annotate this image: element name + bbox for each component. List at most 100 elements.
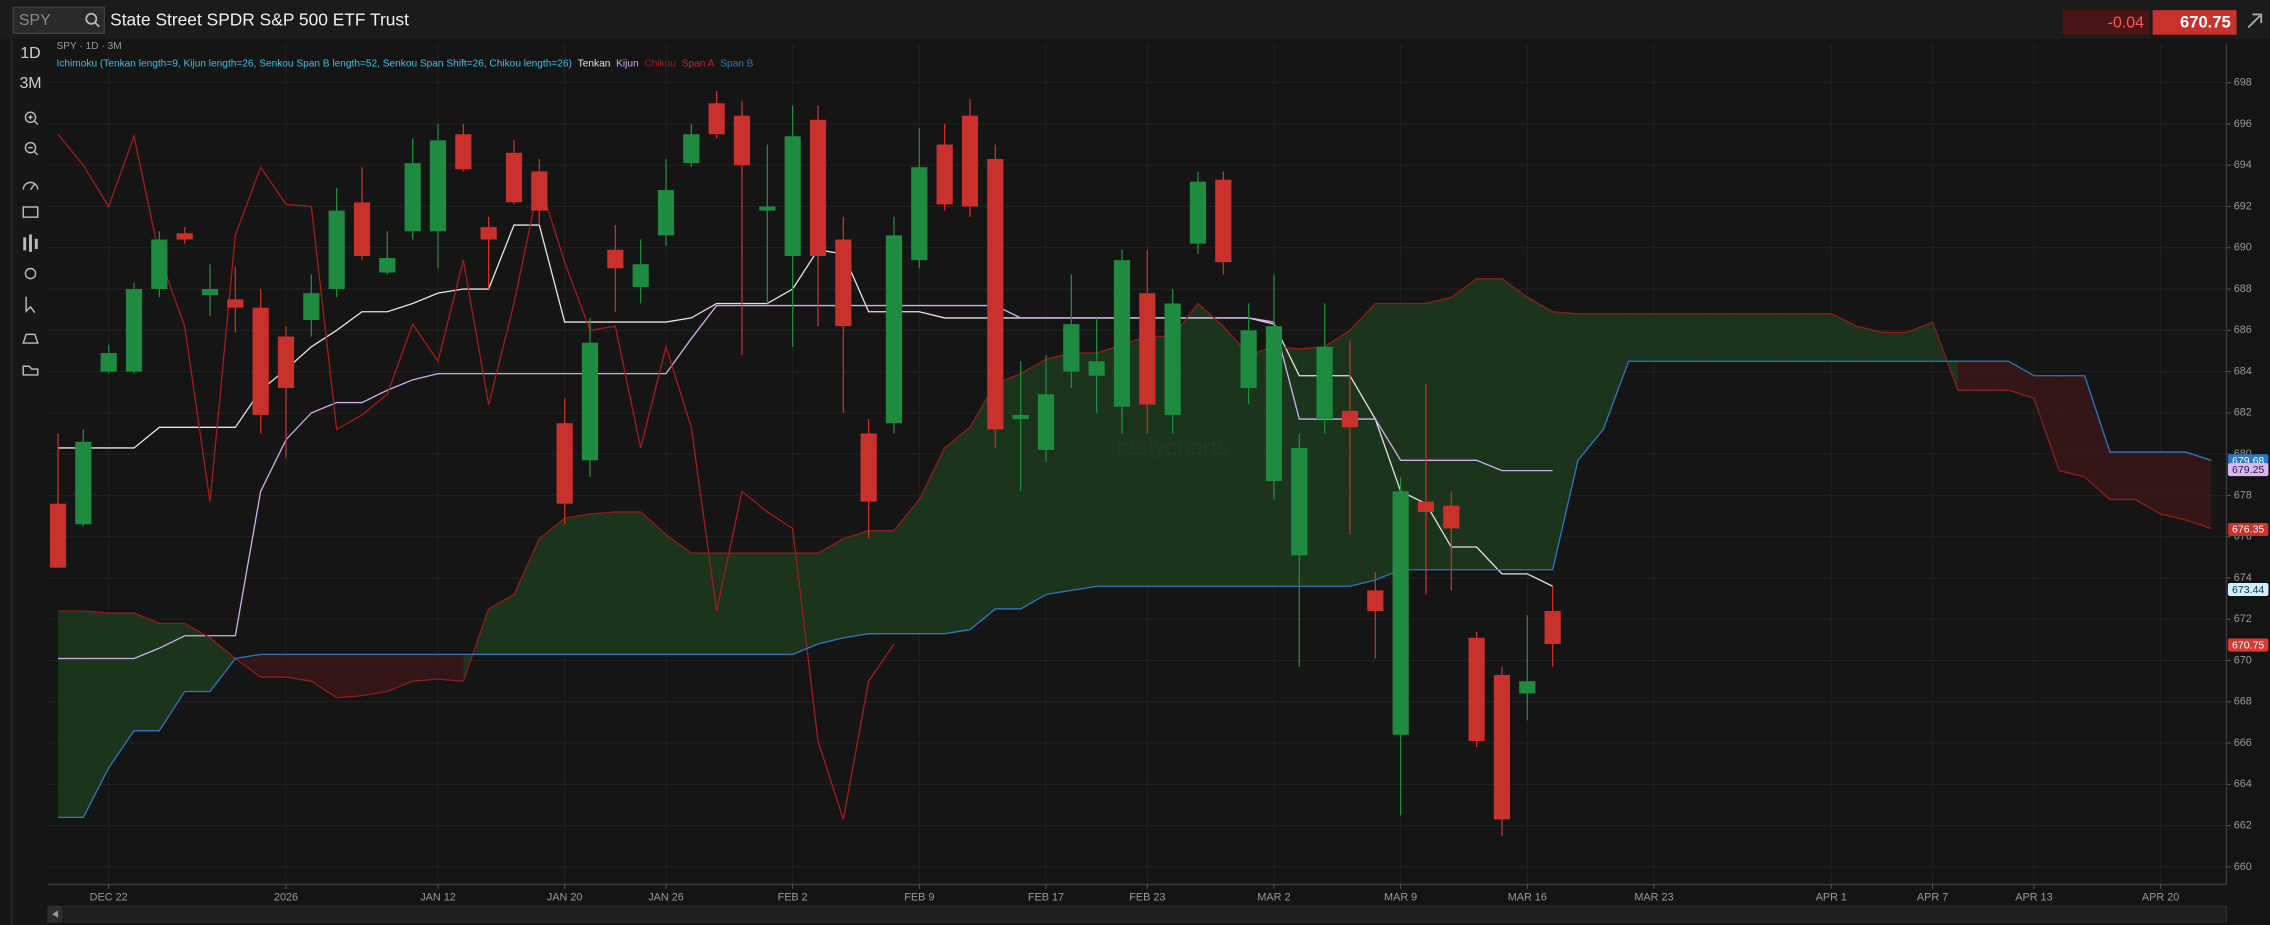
zoom-out[interactable] xyxy=(24,141,39,156)
study-line xyxy=(57,133,895,820)
legend-entry: Span A xyxy=(682,58,715,69)
cloud-segment xyxy=(919,447,945,634)
y-tick-label: 672 xyxy=(2234,613,2252,625)
cloud-segment xyxy=(1831,313,1857,362)
study-line xyxy=(58,224,1553,587)
y-tick-label: 684 xyxy=(2234,365,2252,377)
cloud-segment xyxy=(412,654,438,682)
cloud-segment xyxy=(716,553,742,655)
x-tick-label: APR 1 xyxy=(1816,891,1847,903)
open-icon[interactable] xyxy=(22,365,39,376)
studies-icon[interactable] xyxy=(22,181,39,191)
y-tick-label: 690 xyxy=(2234,242,2252,254)
cloud-segment xyxy=(2033,375,2060,471)
cloud-segment xyxy=(311,654,337,698)
legend-entry: Kijun xyxy=(616,58,639,69)
cloud xyxy=(58,278,2212,818)
cloud-segment xyxy=(1679,313,1705,362)
y-tick-label: 694 xyxy=(2234,159,2252,171)
cloud-segment xyxy=(691,553,717,655)
candle-body xyxy=(1265,326,1283,481)
y-tick-label: 662 xyxy=(2234,820,2252,832)
change-box xyxy=(2062,10,2150,35)
search-icon[interactable] xyxy=(85,12,100,28)
symbol-input[interactable] xyxy=(12,6,105,34)
symbol-text: SPY xyxy=(19,12,51,29)
candle-body xyxy=(1164,303,1181,415)
candle-body xyxy=(1316,346,1333,420)
cloud-segment xyxy=(969,383,996,630)
cloud-segment xyxy=(1755,313,1781,362)
scrollbar[interactable] xyxy=(47,905,2227,923)
candle-body xyxy=(911,167,928,261)
cloud-segment xyxy=(1223,326,1249,587)
candle-body xyxy=(125,289,143,372)
instrument-name: State Street SPDR S&P 500 ETF Trust xyxy=(110,10,409,30)
cloud-segment xyxy=(767,553,793,655)
cloud-segment xyxy=(1907,322,1933,362)
cloud-segment xyxy=(58,611,84,818)
cloud-segment xyxy=(134,613,160,731)
candle-body xyxy=(1215,179,1232,263)
cloud-segment xyxy=(159,623,185,731)
cloud-segment xyxy=(539,518,565,655)
candle-body xyxy=(252,307,269,415)
popout-icon[interactable] xyxy=(2247,13,2263,29)
candle-body xyxy=(632,264,649,287)
candle-body xyxy=(531,171,548,211)
x-tick-label: DEC 22 xyxy=(90,891,128,903)
chart-subtitle: SPY · 1D · 3M xyxy=(57,41,122,52)
cloud-segment xyxy=(83,611,109,818)
cloud-segment xyxy=(564,513,590,655)
cloud-segment xyxy=(995,373,1021,609)
x-tick-label: APR 7 xyxy=(1917,891,1948,903)
cloud-segment xyxy=(665,534,692,655)
legend-entry: Span B xyxy=(720,58,753,69)
cloud-segment xyxy=(488,594,514,655)
cloud-segment xyxy=(1349,303,1376,587)
cloud-segment xyxy=(210,637,236,692)
cloud-segment xyxy=(1476,278,1502,570)
chart-type-icon[interactable] xyxy=(23,234,38,252)
zoom-in[interactable] xyxy=(24,111,39,126)
y-tick-label: 660 xyxy=(2234,861,2252,873)
cloud-segment xyxy=(2185,452,2212,529)
drawings-icon[interactable] xyxy=(22,206,39,218)
y-tick-label: 696 xyxy=(2234,118,2252,130)
cloud-segment xyxy=(944,427,970,634)
y-tick-label: 668 xyxy=(2234,696,2252,708)
cloud-segment xyxy=(868,530,894,634)
cloud-segment xyxy=(1451,278,1477,570)
candle-body xyxy=(657,189,675,236)
cloud-segment xyxy=(1653,313,1680,362)
candle-body xyxy=(1443,505,1460,529)
cloud-segment xyxy=(1780,313,1806,362)
x-tick-label: JAN 12 xyxy=(420,891,456,903)
last-value-label: 679.25 xyxy=(2232,464,2264,476)
template-icon[interactable] xyxy=(22,333,39,344)
candle-body xyxy=(784,136,801,257)
candle-body xyxy=(607,249,624,269)
cloud-segment xyxy=(817,538,844,645)
cloud-segment xyxy=(1983,361,2009,391)
candle-body xyxy=(683,134,700,164)
timeframe-button[interactable]: 3M xyxy=(19,75,41,92)
cloud-segment xyxy=(361,654,388,696)
y-tick-label: 664 xyxy=(2234,778,2252,790)
candle-body xyxy=(885,235,903,424)
timeframe-button[interactable]: 1D xyxy=(20,45,40,62)
cloud-segment xyxy=(1071,353,1097,591)
x-tick-label: FEB 9 xyxy=(904,891,934,903)
legend-entry: Tenkan xyxy=(578,58,611,69)
cursor-icon[interactable] xyxy=(25,296,36,314)
settings-icon[interactable] xyxy=(24,267,37,280)
y-tick-label: 698 xyxy=(2234,77,2252,89)
candle-body xyxy=(1367,590,1384,612)
cloud-segment xyxy=(893,499,920,634)
y-tick-label: 670 xyxy=(2234,654,2252,666)
candle-body xyxy=(480,227,497,240)
header-bar xyxy=(0,0,2270,40)
candle-body xyxy=(1468,637,1485,742)
